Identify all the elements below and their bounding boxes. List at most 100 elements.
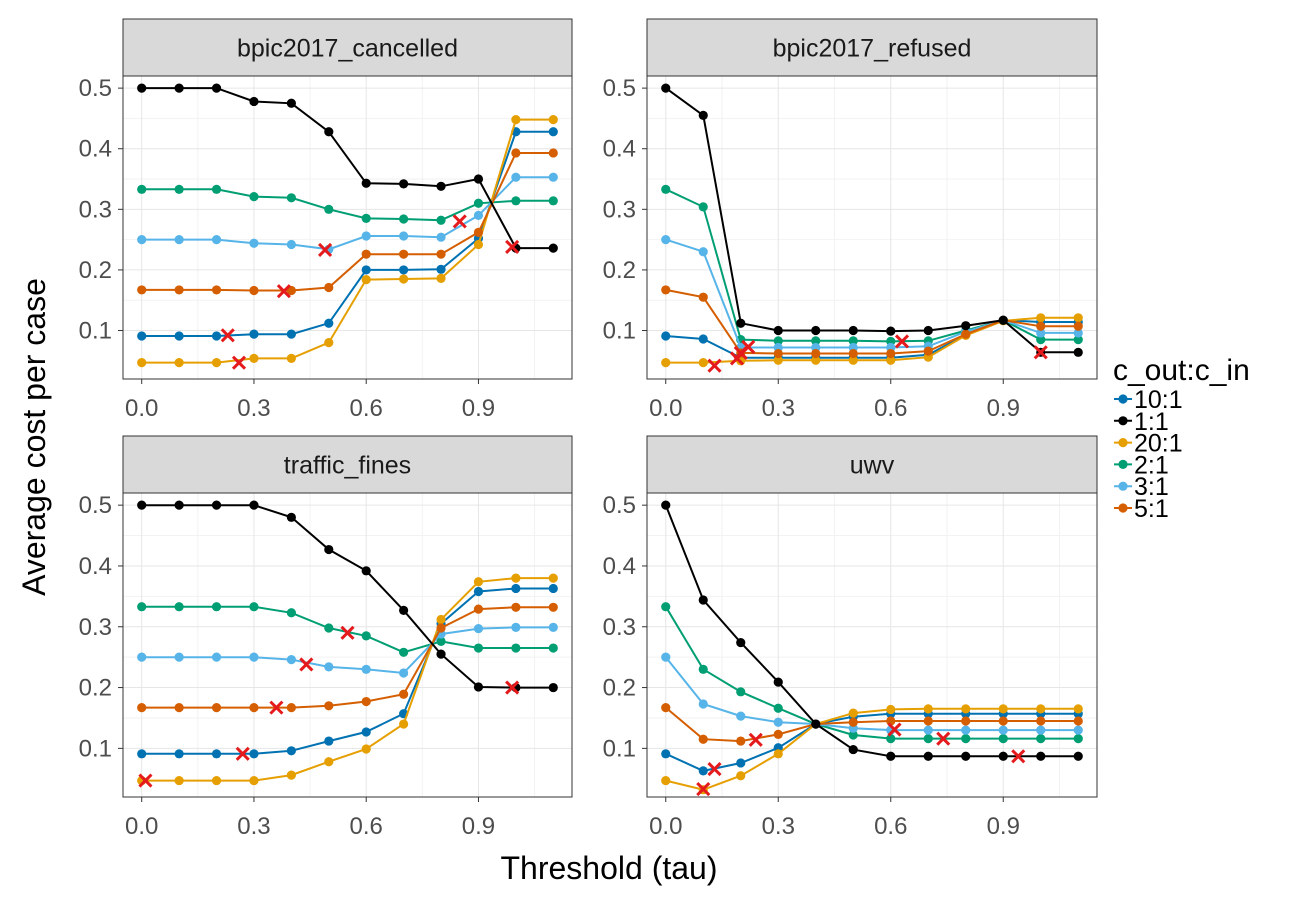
data-point	[848, 708, 858, 718]
legend-item-3:1: 3:1	[1114, 473, 1169, 501]
data-point	[886, 716, 896, 726]
data-point	[773, 703, 783, 713]
data-point	[286, 703, 296, 713]
data-point	[174, 184, 184, 194]
data-point	[736, 637, 746, 648]
legend-label: 10:1	[1134, 386, 1183, 414]
best-threshold-marker	[1033, 345, 1048, 360]
y-tick-label: 0.4	[79, 553, 112, 580]
data-point	[137, 652, 147, 662]
y-axis-title: Average cost per case	[16, 278, 52, 596]
data-point	[661, 83, 671, 93]
data-point	[473, 210, 484, 220]
data-point	[361, 664, 371, 674]
x-tick-label: 0.3	[237, 395, 270, 422]
data-point	[436, 249, 446, 259]
x-tick-label: 0.3	[762, 813, 795, 840]
data-point	[1036, 321, 1046, 331]
data-point	[286, 285, 296, 296]
data-point	[1036, 725, 1046, 735]
data-point	[399, 231, 409, 241]
data-point	[249, 749, 259, 759]
data-point	[399, 249, 409, 259]
data-point	[361, 275, 371, 285]
data-point	[324, 204, 334, 214]
series-line-20:1	[665, 707, 1079, 791]
data-point	[548, 602, 558, 612]
data-point	[961, 329, 971, 339]
panel-strip	[646, 18, 1098, 77]
series-line-3:1	[141, 176, 554, 251]
data-point	[736, 758, 746, 768]
best-threshold-marker	[138, 773, 153, 788]
series-line-1:1	[664, 504, 1079, 758]
data-point	[811, 336, 821, 346]
panels-layer: bpic2017_cancelled 0.1 0.2 0.3 0.4 0.5 0.0 0.3 0…	[79, 18, 1098, 840]
y-tick-label: 0.1	[79, 735, 112, 762]
data-point	[249, 652, 259, 662]
series-line-2:1	[141, 188, 554, 222]
data-point	[324, 544, 334, 555]
panel-title: bpic2017_refused	[773, 35, 972, 63]
legend-item-20:1: 20:1	[1114, 430, 1183, 458]
data-point	[548, 148, 558, 158]
y-tick-label: 0.1	[79, 318, 112, 345]
data-point	[286, 239, 296, 250]
data-point	[1036, 751, 1046, 761]
data-point	[249, 191, 259, 202]
data-point	[361, 727, 371, 737]
data-point	[811, 348, 821, 359]
data-point	[698, 595, 708, 605]
best-threshold-marker	[894, 334, 910, 349]
data-point	[286, 353, 296, 363]
data-point	[923, 734, 933, 744]
y-tick-label: 0.1	[603, 318, 636, 345]
data-point	[137, 500, 147, 510]
x-tick-label: 0.3	[762, 395, 795, 422]
data-point	[249, 238, 259, 248]
data-point	[174, 83, 184, 93]
series-line-2:1	[664, 606, 1079, 740]
data-point	[923, 346, 933, 356]
best-threshold-marker	[235, 746, 250, 761]
data-point	[174, 358, 184, 368]
data-point	[473, 577, 484, 587]
y-tick-label: 0.1	[603, 735, 636, 762]
legend-items: 10:11:120:12:13:15:1	[1114, 386, 1183, 523]
data-point	[848, 717, 858, 727]
x-tick-label: 0.9	[987, 813, 1020, 840]
data-point	[211, 500, 222, 510]
panel-title: uwv	[850, 452, 895, 480]
data-point	[1073, 313, 1083, 323]
data-point	[848, 325, 858, 336]
data-point	[1073, 328, 1083, 338]
data-point	[661, 358, 671, 368]
x-axis-title: Threshold (tau)	[501, 850, 718, 886]
data-point	[473, 174, 484, 184]
data-point	[998, 716, 1008, 726]
legend-label: 3:1	[1134, 473, 1169, 501]
data-point	[473, 643, 484, 653]
data-point	[324, 662, 334, 672]
legend-key-point	[1118, 416, 1128, 426]
data-point	[174, 749, 184, 759]
data-point	[961, 716, 971, 726]
y-tick-label: 0.2	[603, 257, 636, 284]
data-point	[249, 602, 259, 612]
series-line-3:1	[665, 238, 1079, 349]
panel-border	[646, 75, 1098, 380]
data-point	[1036, 704, 1046, 714]
data-point	[923, 704, 933, 714]
data-point	[848, 355, 858, 365]
data-point	[1073, 335, 1083, 345]
data-point	[211, 602, 222, 612]
data-point	[961, 725, 971, 735]
series-line-2:1	[665, 188, 1079, 343]
data-point	[773, 348, 783, 359]
data-point	[923, 751, 933, 761]
data-point	[923, 325, 933, 336]
data-point	[773, 677, 783, 687]
series-line-3:1	[665, 656, 1079, 732]
data-point	[137, 184, 147, 194]
